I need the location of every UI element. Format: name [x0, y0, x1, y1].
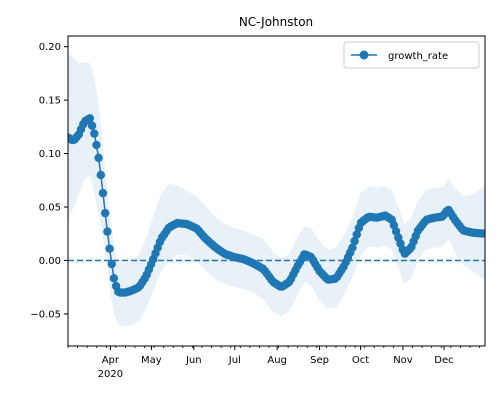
growth-rate-point	[96, 170, 106, 180]
x-tick-label: Dec	[434, 355, 453, 366]
y-tick-label: 0.10	[39, 149, 61, 160]
y-tick-label: 0.20	[39, 42, 61, 53]
confidence-band-area	[68, 52, 485, 327]
growth-rate-point	[90, 129, 99, 138]
legend-marker-swatch	[359, 50, 369, 60]
x-tick-label: Nov	[393, 355, 413, 366]
y-tick-label: 0.00	[39, 256, 61, 267]
axes: −0.05 0.00 0.05 0.10 0.15 0.20 Apr 2020 May Jun Ju…	[30, 35, 486, 380]
growth-rate-point	[109, 274, 119, 283]
growth-rate-point	[101, 208, 110, 218]
x-tick-label: Jul	[228, 355, 241, 366]
y-tick-label: −0.05	[30, 309, 61, 320]
y-tick-label: 0.05	[39, 203, 61, 214]
x-tick-label: Apr	[102, 355, 120, 366]
legend: growth_rate	[343, 41, 480, 69]
growth-rate-point	[348, 243, 357, 252]
x-tick-label: Sep	[310, 355, 329, 366]
x-tick-label: Oct	[352, 355, 369, 366]
growth-rate-point	[105, 244, 114, 253]
x-tick-year-label: 2020	[98, 369, 123, 380]
growth-rate-point	[479, 229, 485, 238]
x-tick-label: May	[141, 355, 162, 366]
growth-rate-point	[98, 188, 108, 198]
x-tick-label: Jun	[185, 355, 202, 366]
growth-rate-point	[107, 259, 117, 269]
legend-label-growth-rate: growth_rate	[388, 51, 448, 62]
growth-rate-series	[68, 114, 485, 297]
growth-rate-point	[87, 121, 97, 130]
growth-rate-point	[85, 114, 95, 123]
chart-title: NC-Johnston	[239, 15, 313, 29]
legend-box	[343, 41, 480, 69]
confidence-band	[68, 52, 485, 327]
x-tick-label: Aug	[267, 355, 287, 366]
growth-rate-point	[103, 227, 112, 236]
y-tick-label: 0.15	[39, 96, 61, 107]
growth-rate-point	[94, 153, 103, 163]
plot-frame	[67, 35, 486, 347]
growth-rate-point	[350, 236, 359, 246]
growth-rate-point	[352, 230, 361, 239]
growth-rate-point	[92, 140, 101, 150]
